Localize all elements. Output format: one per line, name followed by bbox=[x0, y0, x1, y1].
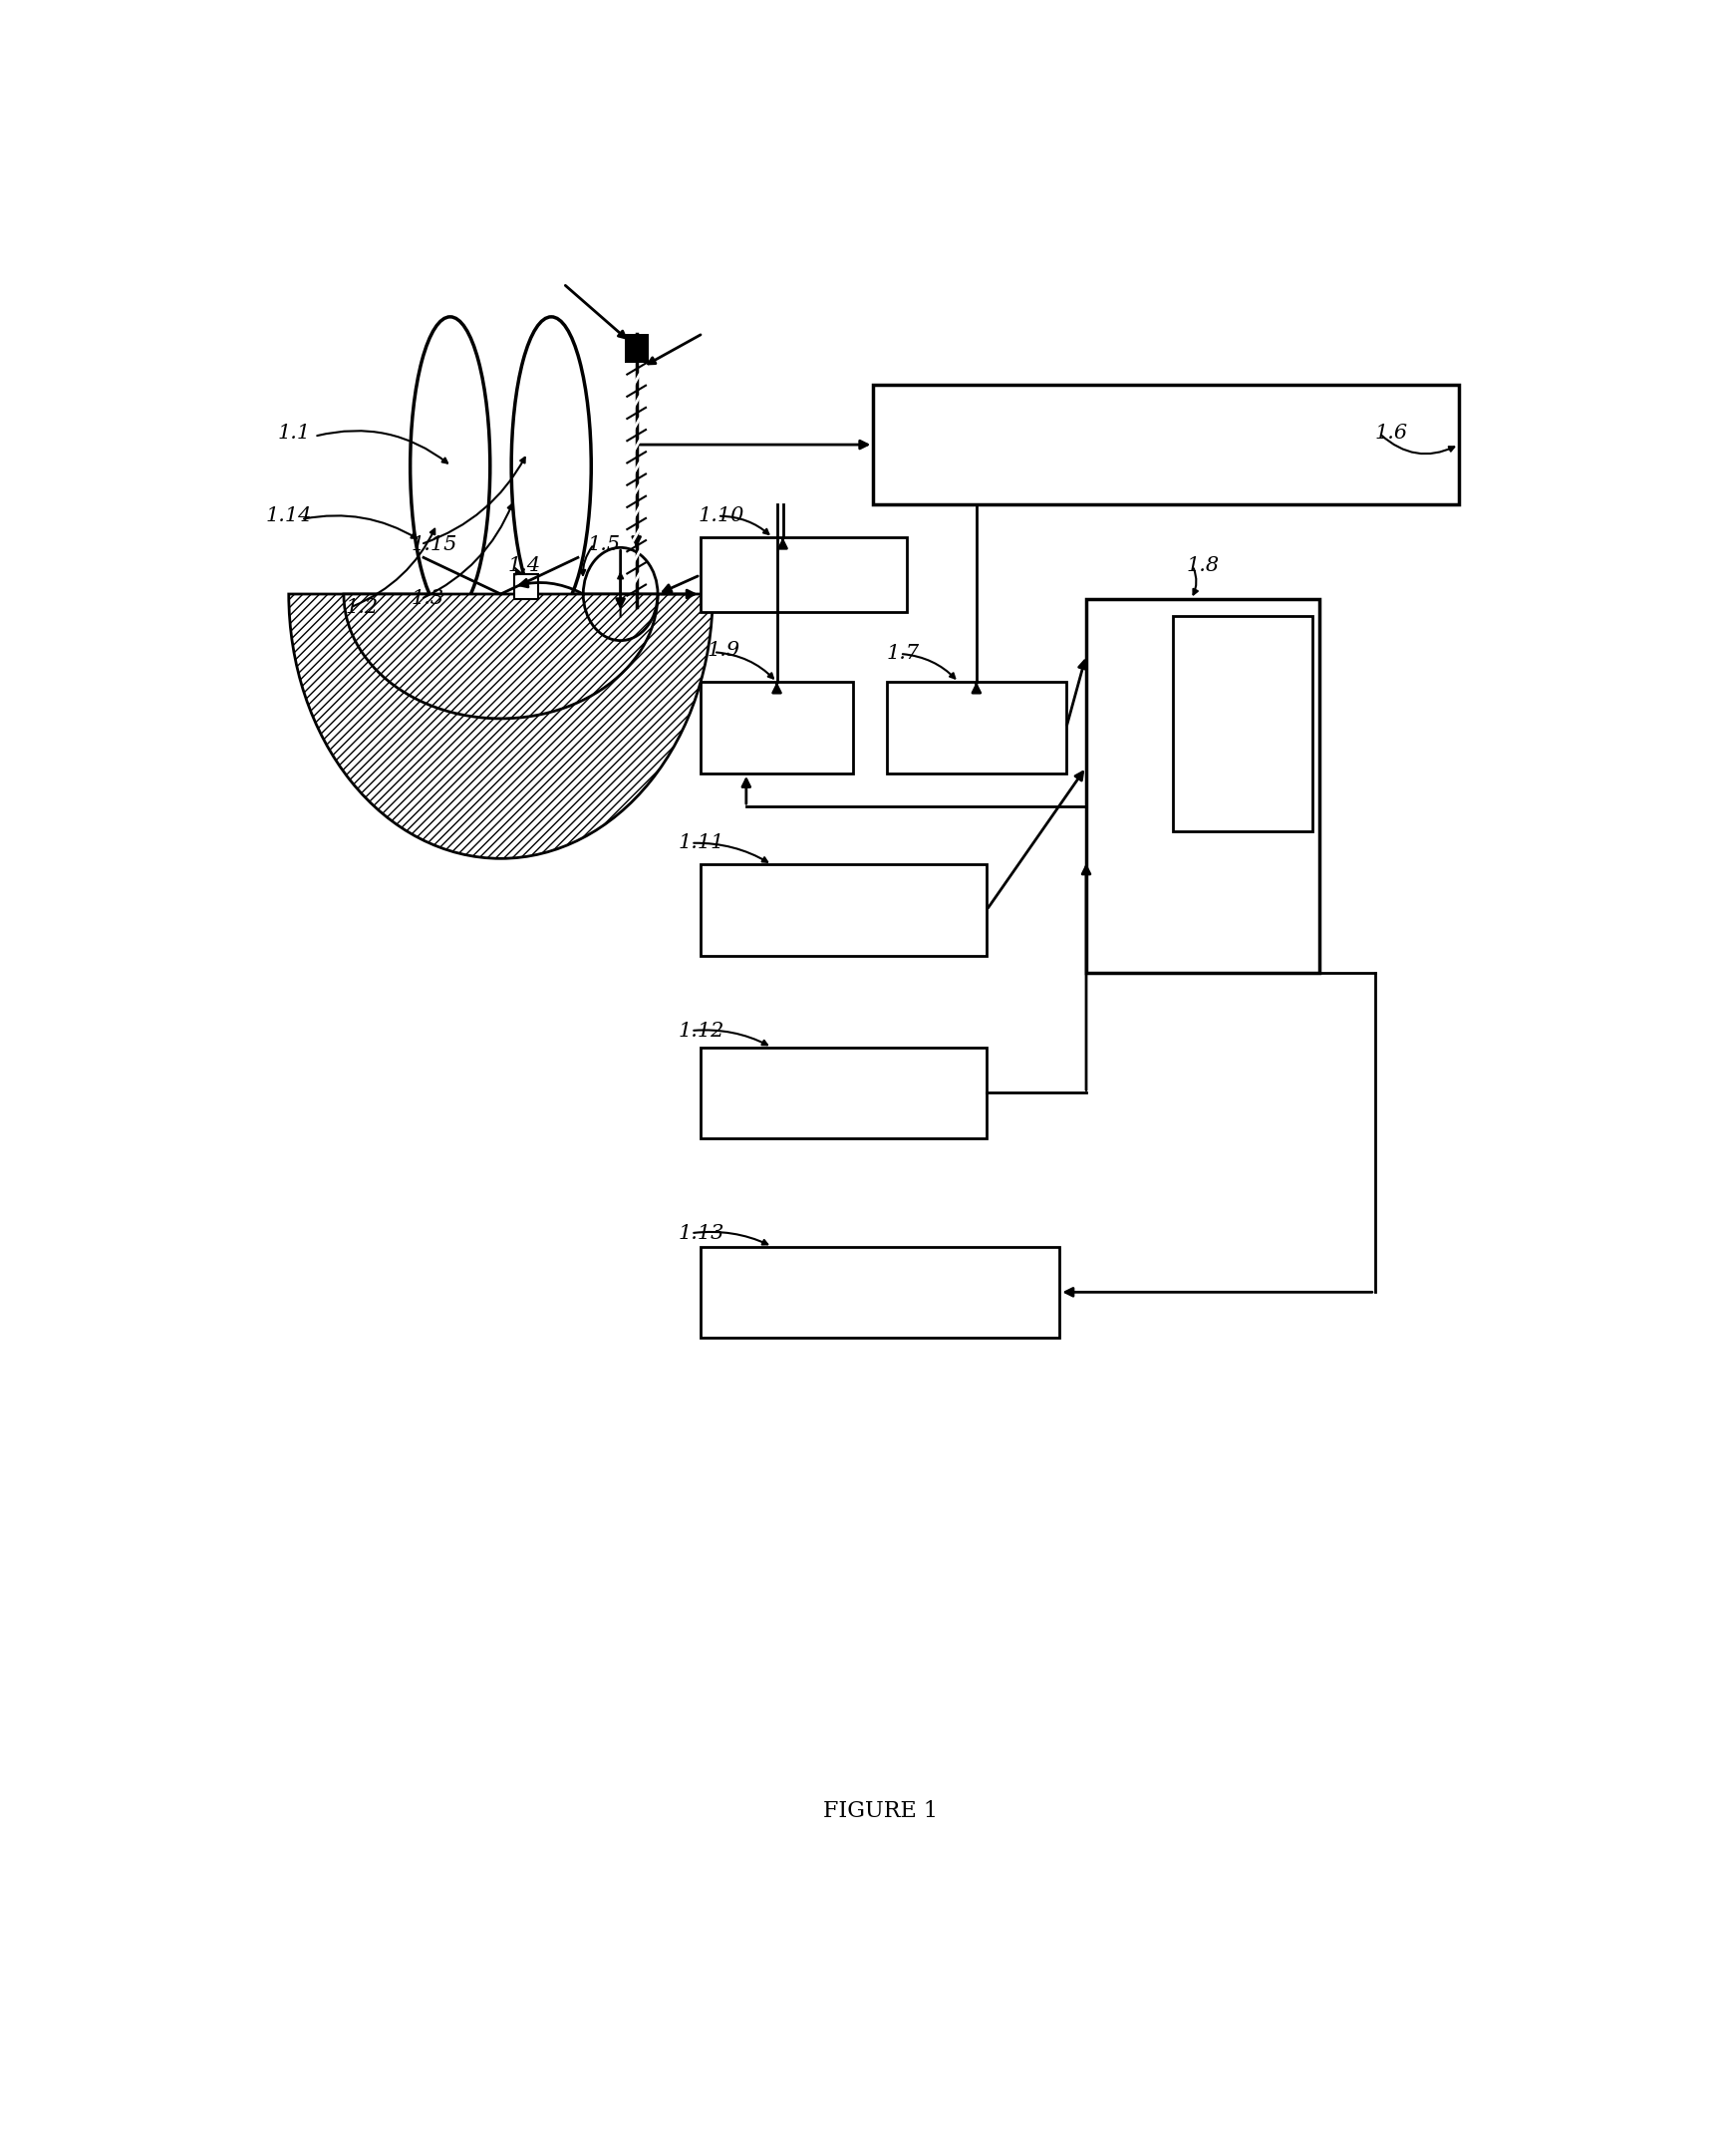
Bar bbox=[1087, 599, 1319, 972]
Bar bbox=[874, 386, 1459, 505]
Bar bbox=[701, 1246, 1059, 1337]
Text: 1.14: 1.14 bbox=[264, 507, 311, 526]
Text: 1.12: 1.12 bbox=[678, 1022, 725, 1039]
Text: 1.10: 1.10 bbox=[697, 507, 743, 526]
Text: 1.8: 1.8 bbox=[1186, 556, 1219, 576]
Text: 1.11: 1.11 bbox=[678, 834, 725, 852]
Wedge shape bbox=[288, 595, 713, 858]
Text: 1.13: 1.13 bbox=[678, 1225, 725, 1242]
Text: FIGURE 1: FIGURE 1 bbox=[822, 1800, 937, 1822]
Bar bbox=[701, 1048, 986, 1138]
Bar bbox=[701, 537, 907, 612]
Bar bbox=[513, 573, 537, 599]
Bar bbox=[701, 865, 986, 955]
Text: 1.9: 1.9 bbox=[707, 640, 740, 660]
Text: 1.3: 1.3 bbox=[412, 589, 445, 608]
Text: 1.4: 1.4 bbox=[508, 556, 541, 576]
Ellipse shape bbox=[410, 317, 489, 617]
Text: 1.6: 1.6 bbox=[1375, 423, 1408, 442]
Text: 1.2: 1.2 bbox=[345, 597, 378, 617]
Bar bbox=[701, 681, 853, 774]
Text: 1.1: 1.1 bbox=[276, 423, 311, 442]
Text: 1.15: 1.15 bbox=[412, 535, 458, 554]
Bar bbox=[625, 334, 649, 364]
Ellipse shape bbox=[512, 317, 591, 617]
Bar bbox=[1173, 617, 1312, 832]
Bar bbox=[886, 681, 1066, 774]
Polygon shape bbox=[343, 595, 658, 718]
Text: 1.7: 1.7 bbox=[886, 645, 920, 664]
Text: 1.5: 1.5 bbox=[587, 535, 620, 554]
